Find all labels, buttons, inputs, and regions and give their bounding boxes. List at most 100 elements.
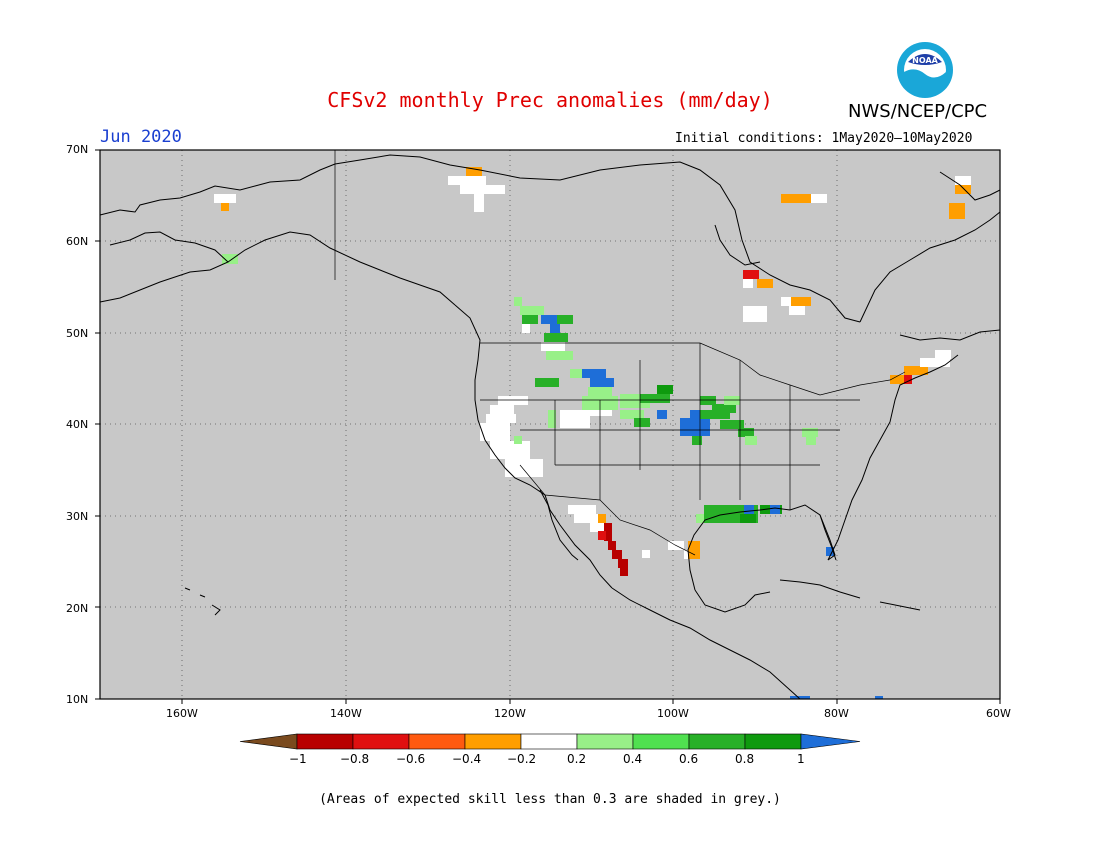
svg-text:NOAA: NOAA xyxy=(912,56,938,65)
anomaly-cell-orange xyxy=(688,541,700,559)
anomaly-cell-midgreen xyxy=(704,505,744,514)
colorbar-swatch xyxy=(408,733,466,750)
colorbar-label: −0.8 xyxy=(340,752,370,766)
anomaly-cell-white xyxy=(541,342,565,351)
forecast-month: Jun 2020 xyxy=(100,127,182,147)
anomaly-cell-white xyxy=(490,405,514,414)
anomaly-cell-blue xyxy=(744,505,754,514)
anomaly-cell-blue xyxy=(582,369,606,378)
anomaly-cell-lightgreen xyxy=(546,351,558,360)
anomaly-cell-darkred xyxy=(612,550,622,559)
anomaly-cell-lightgreen xyxy=(514,436,522,444)
anomaly-cell-lightgreen xyxy=(806,436,816,445)
lon-label-120w: 120W xyxy=(494,707,526,720)
anomaly-cell-lightgreen xyxy=(588,387,612,396)
anomaly-cell-lightgreen xyxy=(514,297,522,306)
anomaly-cell-orange xyxy=(757,279,773,288)
anomaly-cell-white xyxy=(574,514,604,523)
lat-label-60n: 60N xyxy=(66,235,89,248)
anomaly-cell-darkgreen xyxy=(657,385,673,394)
anomaly-cell-midgreen xyxy=(692,436,702,445)
anomaly-cell-white xyxy=(743,306,767,322)
anomaly-cell-red xyxy=(743,270,759,279)
anomaly-cell-midgreen xyxy=(640,394,670,403)
anomaly-cell-midgreen xyxy=(720,420,744,429)
anomaly-cell-midgreen xyxy=(704,514,734,523)
axis-ticks xyxy=(95,149,1001,704)
lat-label-50n: 50N xyxy=(66,327,89,340)
anomaly-cell-white xyxy=(811,194,827,203)
anomaly-cell-white xyxy=(505,459,543,477)
anomaly-cell-lightgreen xyxy=(520,306,544,315)
chart-title: CFSv2 monthly Prec anomalies (mm/day) xyxy=(327,88,773,112)
coastlines xyxy=(99,154,1001,700)
anomaly-cell-midgreen xyxy=(544,333,568,342)
colorbar-arrow-high xyxy=(800,733,861,750)
anomaly-cell-blue xyxy=(770,505,780,514)
anomaly-cell-orange xyxy=(781,194,811,203)
colorbar-label: −0.2 xyxy=(507,752,537,766)
anomaly-cell-midgreen xyxy=(712,404,736,413)
anomaly-cell-orange xyxy=(598,514,606,523)
anomaly-cell-darkgreen xyxy=(740,514,756,523)
lon-label-160w: 160W xyxy=(166,707,198,720)
anomaly-cell-white xyxy=(955,176,971,185)
lon-label-60w: 60W xyxy=(986,707,1011,720)
lat-label-30n: 30N xyxy=(66,510,89,523)
anomaly-cell-white xyxy=(789,306,805,315)
anomaly-cell-white xyxy=(560,410,590,428)
anomaly-cell-white xyxy=(214,194,236,203)
anomaly-cell-lightgreen xyxy=(570,369,582,378)
anomaly-cell-orange xyxy=(221,203,229,211)
anomaly-cell-midgreen xyxy=(522,315,538,324)
noaa-logo-icon: NOAA xyxy=(895,40,955,100)
anomaly-cell-midgreen xyxy=(700,410,730,419)
anomaly-cell-darkred xyxy=(620,568,628,576)
lat-label-70n: 70N xyxy=(66,143,89,156)
initial-conditions: Initial conditions: 1May2020–10May2020 xyxy=(675,131,973,146)
anomaly-cell-white xyxy=(920,358,950,367)
colorbar-swatch xyxy=(464,733,522,750)
anomaly-cell-white xyxy=(498,396,528,405)
lat-label-40n: 40N xyxy=(66,418,89,431)
anomaly-cells xyxy=(214,167,971,699)
anomaly-cell-lightgreen xyxy=(548,410,556,428)
anomaly-cell-lightgreen xyxy=(696,514,704,523)
anomaly-cell-white xyxy=(490,441,530,459)
anomaly-cell-lightgreen xyxy=(557,351,573,360)
boundaries xyxy=(334,150,906,556)
anomaly-cell-white xyxy=(486,414,516,423)
colorbar-label: −0.6 xyxy=(396,752,426,766)
anomaly-cell-white xyxy=(590,523,612,532)
lon-label-80w: 80W xyxy=(824,707,849,720)
anomaly-cell-white xyxy=(568,505,596,514)
anomaly-cell-blue xyxy=(657,410,667,419)
anomaly-cell-orange xyxy=(466,167,482,176)
lon-label-100w: 100W xyxy=(657,707,689,720)
lon-label-140w: 140W xyxy=(330,707,362,720)
anomaly-cell-midgreen xyxy=(738,428,754,437)
anomaly-cell-orange xyxy=(781,297,811,306)
anomaly-cell-darkred xyxy=(604,523,612,541)
colorbar-swatch xyxy=(352,733,410,750)
lat-label-10n: 10N xyxy=(66,693,89,706)
anomaly-cell-darkred xyxy=(608,541,616,550)
skill-footnote: (Areas of expected skill less than 0.3 a… xyxy=(319,792,781,807)
anomaly-cell-white xyxy=(781,297,791,306)
colorbar-swatch xyxy=(744,733,802,750)
anomaly-cell-white xyxy=(743,279,753,288)
anomaly-cell-white xyxy=(522,324,530,333)
colorbar-swatch xyxy=(296,733,354,750)
anomaly-cell-white xyxy=(480,423,510,441)
colorbar-swatch xyxy=(688,733,746,750)
anomaly-cell-white xyxy=(582,410,612,416)
colorbar xyxy=(239,733,861,750)
anomaly-cell-midgreen xyxy=(700,396,716,405)
anomaly-cell-white xyxy=(448,176,486,185)
lat-label-20n: 20N xyxy=(66,602,89,615)
colorbar-label: −0.4 xyxy=(452,752,482,766)
anomaly-cell-white xyxy=(474,194,484,212)
anomaly-cell-orange xyxy=(904,366,928,375)
colorbar-label: −1 xyxy=(289,752,307,766)
